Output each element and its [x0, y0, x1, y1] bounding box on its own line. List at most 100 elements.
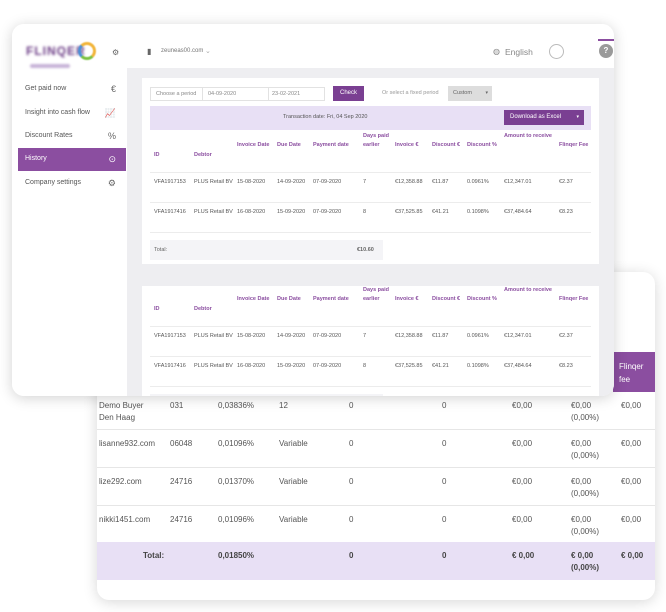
column-header: Invoice € — [395, 142, 419, 148]
table-cell: 15-09-2020 — [277, 363, 306, 369]
column-header: Invoice Date — [237, 142, 270, 148]
back-table-row: Demo Buyer Den Haag 031 0,03836% 12 0 0 €0,00 €… — [97, 392, 655, 430]
table-cell: €12,347.01 — [504, 333, 532, 339]
back-table-row: lisanne932.com 06048 0,01096% Variable 0 0 €0,… — [97, 430, 655, 468]
back-cell-last: €0,00 — [621, 401, 642, 410]
back-total-fee: € 0,00 — [571, 551, 594, 560]
sidebar-item-history[interactable]: History ⊙ — [18, 148, 126, 171]
back-cell-fee: €0,00 — [571, 401, 592, 410]
back-cell-amt: €0,00 — [512, 477, 533, 486]
table-cell: €12,358.88 — [395, 179, 423, 185]
back-cell-fee: €0,00 — [571, 515, 592, 524]
sidebar-item-label: Discount Rates — [25, 132, 73, 139]
total-row: Total: €10.60 — [150, 240, 383, 260]
back-cell-c1: 0 — [349, 401, 354, 410]
back-cell-rate: 0,01096% — [218, 515, 255, 524]
back-cell-amt: €0,00 — [512, 401, 533, 410]
table-cell: 07-09-2020 — [313, 209, 342, 215]
history-icon: ⊙ — [108, 154, 116, 164]
table-cell: 0.0961% — [467, 333, 489, 339]
period-picker[interactable]: Choose a period 04-09-2020 23-02-2021 — [150, 87, 325, 101]
back-cell-amt: €0,00 — [512, 439, 533, 448]
table-cell: PLUS Retail BV — [194, 209, 233, 215]
chevron-down-icon: ▾ — [576, 114, 579, 120]
back-total-c1: 0 — [349, 551, 354, 560]
table-cell: €2.37 — [559, 333, 573, 339]
table-cell: €2.37 — [559, 179, 573, 185]
sidebar-item-label: Insight into cash flow — [25, 109, 90, 116]
back-cell-c2: 0 — [442, 401, 447, 410]
column-header: Payment date — [313, 142, 349, 148]
back-cell-code: 06048 — [170, 439, 193, 448]
sidebar-item-label: Company settings — [25, 179, 82, 186]
table-cell: €37,525.85 — [395, 363, 423, 369]
back-cell-name: lisanne932.com — [99, 439, 156, 448]
transaction-bar: Transaction date: Fri, 04 Sep 2020 Downl… — [150, 106, 591, 130]
back-cell-name: lize292.com — [99, 477, 142, 486]
fixed-period-value: Custom — [453, 90, 472, 96]
euro-icon: € — [110, 84, 116, 94]
main-content: Choose a period 04-09-2020 23-02-2021 Ch… — [127, 68, 614, 396]
check-button[interactable]: Check — [333, 86, 364, 101]
back-total-row: Total: 0,01850% 0 0 € 0,00 € 0,00 (0,00%… — [97, 542, 655, 580]
avatar[interactable] — [549, 44, 564, 59]
sidebar: FLINQER ⚙ Get paid now € Insight into cash… — [12, 24, 127, 396]
table-cell: €12,358.88 — [395, 333, 423, 339]
date-to-input[interactable]: 23-02-2021 — [272, 91, 301, 97]
back-cell-last: €0,00 — [621, 439, 642, 448]
chevron-down-icon[interactable]: ⌄ — [205, 48, 211, 55]
back-cell-c1: 0 — [349, 439, 354, 448]
sidebar-item-insight-into-cash-flow[interactable]: Insight into cash flow 📈 — [18, 102, 126, 125]
language-selector[interactable]: English — [505, 47, 533, 57]
table-cell: 07-09-2020 — [313, 333, 342, 339]
table-cell: 16-08-2020 — [237, 363, 266, 369]
fixed-period-select[interactable]: Custom ▾ — [448, 86, 492, 101]
download-excel-button[interactable]: Download as Excel ▾ — [504, 110, 584, 125]
table-cell: PLUS Retail BV — [194, 179, 233, 185]
table-cell: €8.23 — [559, 209, 573, 215]
table-cell: 14-09-2020 — [277, 333, 306, 339]
back-cell-rate: 0,03836% — [218, 401, 255, 410]
back-cell-c2: 0 — [442, 439, 447, 448]
table-cell: €11.87 — [432, 179, 449, 185]
history-panel-2: ID Debtor Invoice Date Due Date Payment date… — [142, 286, 599, 396]
transaction-date: Transaction date: Fri, 04 Sep 2020 — [283, 114, 368, 120]
column-header: Invoice € — [395, 296, 419, 302]
settings-icon: ⚙ — [107, 178, 116, 188]
back-cell-c1: 0 — [349, 477, 354, 486]
back-table-row: nikki1451.com 24716 0,01096% Variable 0 0 €0,0… — [97, 506, 655, 544]
table-cell: 8 — [363, 209, 367, 215]
sidebar-item-company-settings[interactable]: Company settings ⚙ — [18, 172, 126, 195]
table-cell: 0.1098% — [467, 209, 489, 215]
table-cell: €12,347.01 — [504, 179, 532, 185]
table-cell: 16-08-2020 — [237, 209, 266, 215]
table-cell: €37,525.85 — [395, 209, 423, 215]
table-cell: 07-09-2020 — [313, 363, 342, 369]
back-cell-name: nikki1451.com — [99, 515, 151, 524]
date-from-input[interactable]: 04-09-2020 — [208, 91, 237, 97]
back-cell-term: Variable — [279, 515, 308, 524]
table-cell: €41.21 — [432, 209, 449, 215]
back-cell-c2: 0 — [442, 477, 447, 486]
sidebar-item-discount-rates[interactable]: Discount Rates% — [18, 125, 126, 148]
sidebar-item-get-paid-now[interactable]: Get paid now € — [18, 78, 126, 101]
back-cell-last: €0,00 — [621, 477, 642, 486]
back-total-rate: 0,01850% — [218, 551, 255, 560]
table-cell: VFA1917153 — [154, 333, 186, 339]
column-header: Discount % — [467, 296, 497, 302]
sidebar-item-label: History — [25, 155, 47, 162]
table-cell: €11.87 — [432, 333, 449, 339]
gear-icon[interactable]: ⚙ — [112, 48, 120, 57]
column-header: Debtor — [194, 151, 212, 158]
back-total-label: Total: — [143, 551, 165, 560]
column-header: Amount to receive — [504, 286, 552, 293]
help-button[interactable]: ? — [599, 44, 613, 58]
table-cell: 15-08-2020 — [237, 333, 266, 339]
company-selector[interactable]: zeuneas00.com — [161, 48, 204, 54]
column-header: Discount € — [432, 142, 461, 148]
back-cell-term: Variable — [279, 439, 308, 448]
table-cell: 0.1098% — [467, 363, 489, 369]
column-header: Discount € — [432, 296, 461, 302]
total-label: Total: — [154, 247, 168, 253]
flinqer-fee-header: Flinqer fee — [613, 352, 655, 392]
